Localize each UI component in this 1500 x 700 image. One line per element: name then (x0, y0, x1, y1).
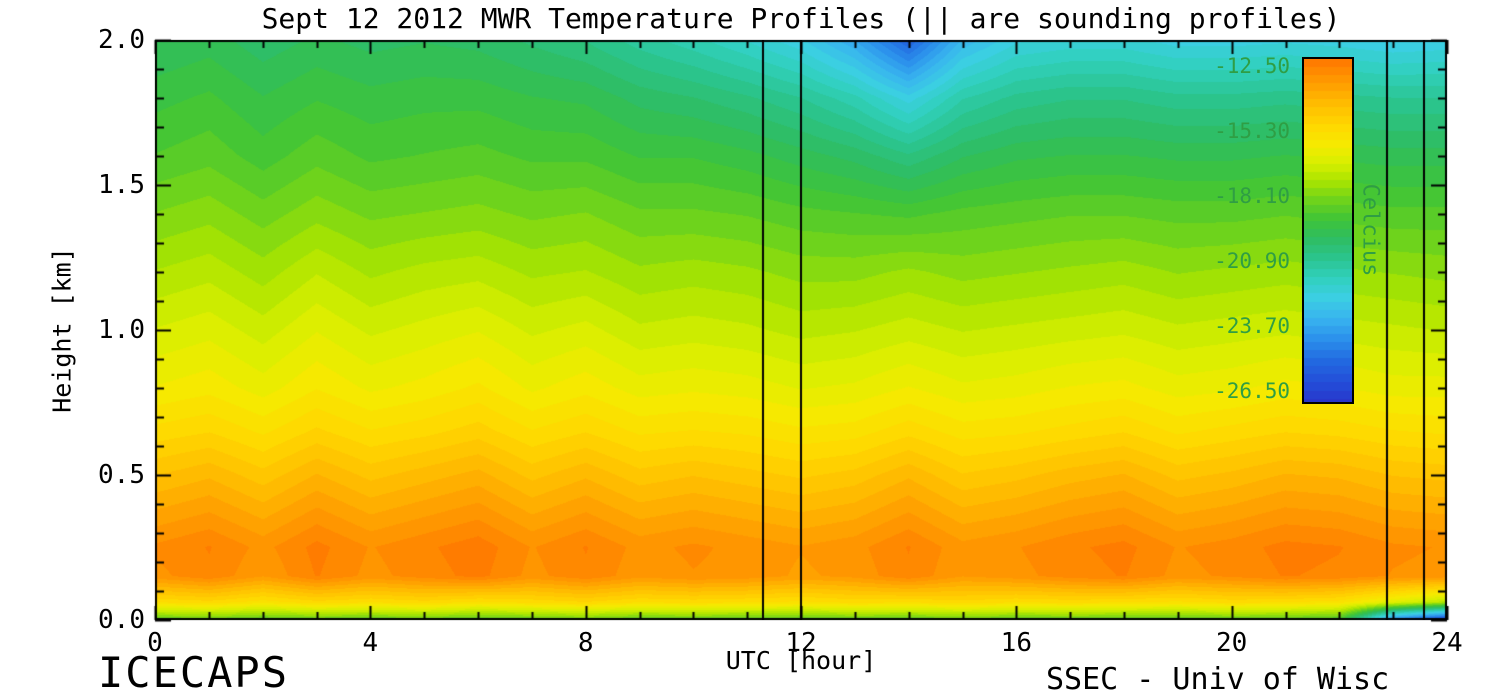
x-tick-label: 8 (577, 628, 594, 658)
x-tick-label: 24 (1431, 628, 1463, 658)
colorbar-tick-label: -26.50 (1214, 378, 1290, 403)
y-tick-label: 0.5 (98, 460, 145, 490)
chart-title: Sept 12 2012 MWR Temperature Profiles (|… (261, 2, 1341, 35)
x-tick-label: 12 (785, 628, 817, 658)
colorbar-gradient-canvas (1302, 57, 1354, 404)
y-tick-label: 0.0 (98, 605, 145, 635)
y-axis-title: Height [km] (47, 247, 77, 413)
x-tick-label: 4 (362, 628, 379, 658)
y-tick-label: 2.0 (98, 25, 145, 55)
project-label: ICECAPS (98, 648, 290, 697)
colorbar-unit-label: Celcius (1357, 183, 1383, 277)
colorbar-tick-label: -15.30 (1214, 119, 1290, 144)
colorbar-tick-label: -12.50 (1214, 54, 1290, 79)
colorbar-tick-label: -23.70 (1214, 313, 1290, 338)
y-tick-label: 1.5 (98, 170, 145, 200)
x-tick-label: 20 (1216, 628, 1248, 658)
colorbar-tick-label: -18.10 (1214, 184, 1290, 209)
x-axis-title: UTC [hour] (725, 646, 877, 675)
colorbar-tick-label: -20.90 (1214, 248, 1290, 273)
y-tick-label: 1.0 (98, 315, 145, 345)
credit-label: SSEC - Univ of Wisc (1046, 662, 1390, 697)
x-tick-label: 16 (1000, 628, 1032, 658)
x-tick-label: 0 (147, 628, 163, 658)
